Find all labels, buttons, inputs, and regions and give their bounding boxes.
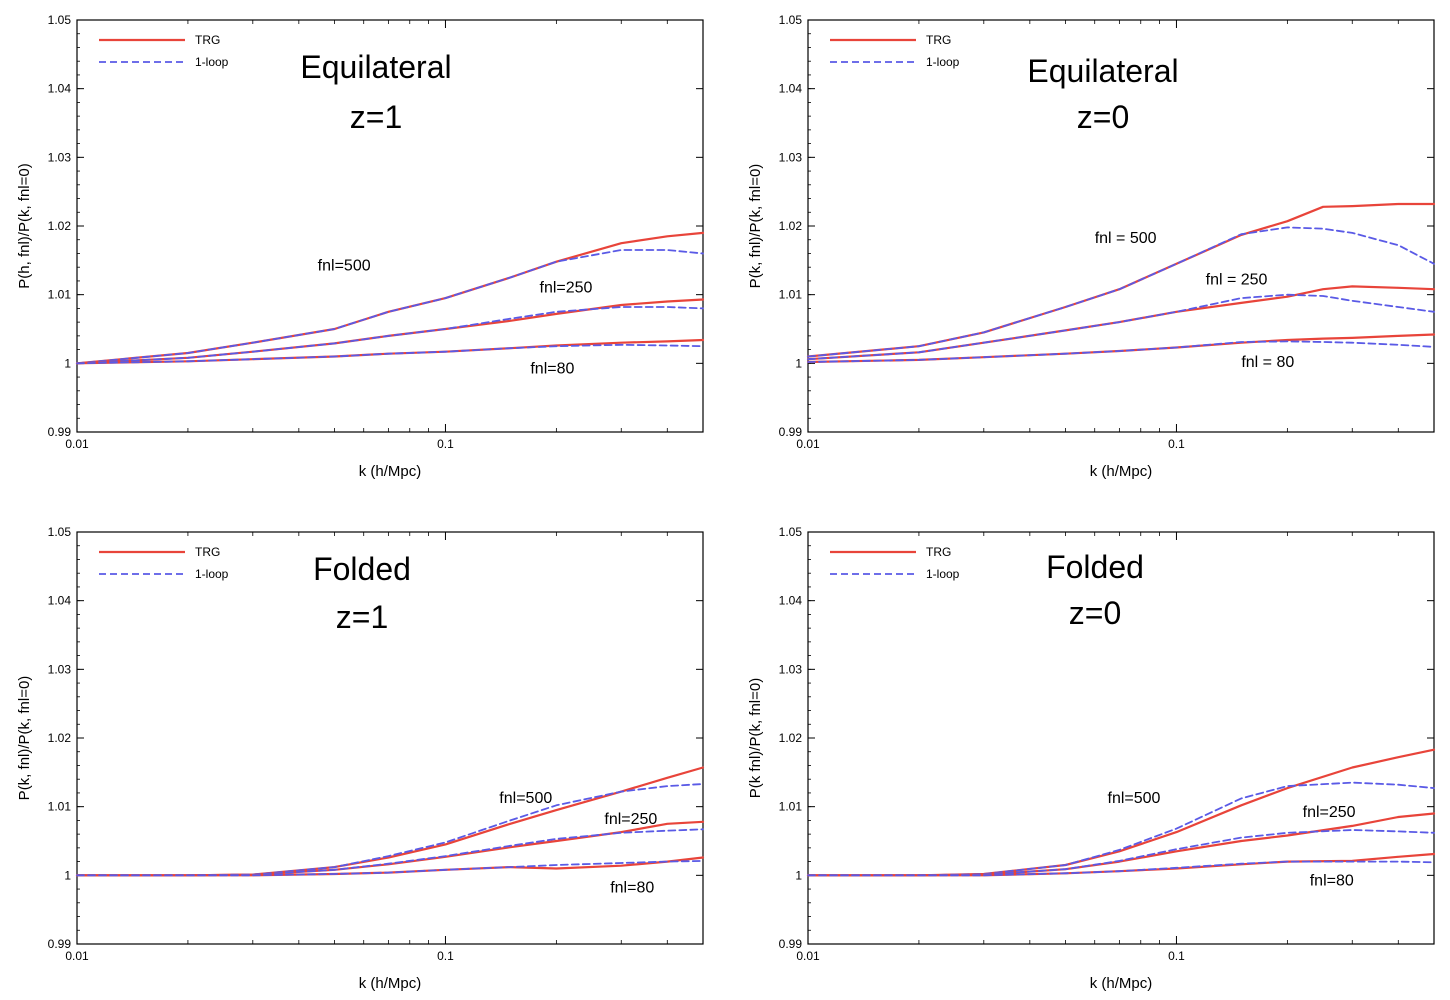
legend-label: TRG	[195, 33, 220, 47]
x-tick-label: 0.01	[796, 949, 820, 963]
chart-panel-bottom-left: 0.99 1 1.01 1.02 1.03 1.04 1.05 0.01 0.1 k (h/Mpc…	[16, 525, 705, 992]
plot-frame	[76, 531, 704, 945]
y-tick-label: 1.03	[48, 150, 72, 164]
y-axis-label: P(h, fnl)/P(k, fnl=0)	[16, 163, 33, 288]
x-tick-label: 0.01	[65, 949, 89, 963]
y-tick-label: 1.03	[779, 662, 803, 676]
y-tick-label: 1.04	[779, 594, 803, 608]
x-tick-label: 0.1	[1168, 437, 1185, 451]
x-tick-label: 0.01	[796, 437, 820, 451]
curve-label: fnl=500	[1108, 790, 1161, 807]
curve-label: fnl=250	[540, 280, 593, 297]
x-axis-label: k (h/Mpc)	[359, 975, 422, 992]
curve-label: fnl=80	[530, 361, 574, 378]
panel-title-line: Equilateral	[1027, 53, 1178, 89]
legend-label: TRG	[926, 33, 951, 47]
legend-label: TRG	[195, 545, 220, 559]
y-tick-label: 1.05	[779, 525, 803, 539]
legend-label: TRG	[926, 545, 951, 559]
panel-title-line: z=0	[1077, 99, 1129, 135]
series-line-one-loop	[807, 829, 1435, 877]
y-tick-label: 1.04	[779, 82, 803, 96]
series-line-one-loop	[807, 293, 1435, 361]
curve-label: fnl = 500	[1095, 230, 1157, 247]
legend-label: 1-loop	[926, 55, 960, 69]
x-axis-label: k (h/Mpc)	[1090, 463, 1153, 480]
y-tick-label: 1.02	[779, 219, 803, 233]
y-tick-label: 1	[795, 356, 802, 370]
series-line-one-loop	[76, 828, 704, 877]
x-tick-label: 0.1	[437, 437, 454, 451]
series-line-one-loop	[807, 226, 1435, 358]
x-tick-label: 0.01	[65, 437, 89, 451]
panel-title-line: Equilateral	[300, 49, 451, 85]
y-tick-label: 1.03	[779, 150, 803, 164]
y-tick-label: 1.01	[48, 800, 72, 814]
y-tick-label: 1	[64, 868, 71, 882]
curve-label: fnl = 80	[1241, 354, 1294, 371]
panel-title-line: z=1	[336, 599, 388, 635]
x-axis-label: k (h/Mpc)	[1090, 975, 1153, 992]
y-tick-label: 1.04	[48, 82, 72, 96]
panel-title-line: z=1	[350, 99, 402, 135]
y-tick-label: 1.02	[779, 731, 803, 745]
y-tick-label: 1.01	[779, 800, 803, 814]
chart-panel-bottom-right: 0.99 1 1.01 1.02 1.03 1.04 1.05 0.01 0.1 k (h/Mpc…	[747, 525, 1436, 992]
legend-label: 1-loop	[926, 567, 960, 581]
y-tick-label: 1.05	[48, 13, 72, 27]
series-line-one-loop	[76, 249, 704, 365]
y-tick-label: 1.05	[48, 525, 72, 539]
y-tick-label: 0.99	[48, 425, 72, 439]
y-tick-label: 1	[795, 868, 802, 882]
curve-label: fnl=80	[610, 880, 654, 897]
y-tick-label: 1.01	[48, 288, 72, 302]
series-line-trg	[806, 812, 1436, 877]
x-tick-label: 0.1	[437, 949, 454, 963]
y-tick-label: 0.99	[779, 425, 803, 439]
y-tick-label: 1	[64, 356, 71, 370]
x-tick-label: 0.1	[1168, 949, 1185, 963]
y-tick-label: 1.05	[779, 13, 803, 27]
series-line-one-loop	[76, 306, 704, 365]
y-tick-label: 0.99	[779, 937, 803, 951]
curve-label: fnl=500	[499, 790, 552, 807]
y-tick-label: 1.02	[48, 731, 72, 745]
series-line-one-loop	[807, 860, 1435, 877]
y-tick-label: 0.99	[48, 937, 72, 951]
chart-panel-top-left: 0.99 1 1.01 1.02 1.03 1.04 1.05 0.01 0.1 k (h/Mpc…	[16, 13, 705, 480]
curve-label: fnl=250	[604, 811, 657, 828]
panel-title-line: Folded	[1046, 549, 1144, 585]
y-axis-label: P(k, fnl)/P(k, fnl=0)	[747, 164, 764, 289]
y-tick-label: 1.03	[48, 662, 72, 676]
chart-panel-top-right: 0.99 1 1.01 1.02 1.03 1.04 1.05 0.01 0.1 k (h/Mpc…	[747, 13, 1436, 480]
series-line-one-loop	[76, 783, 704, 877]
curve-label: fnl = 250	[1206, 271, 1268, 288]
series-line-trg	[806, 202, 1436, 358]
series-line-one-loop	[76, 860, 704, 877]
y-tick-label: 1.04	[48, 594, 72, 608]
curve-label: fnl=80	[1310, 873, 1354, 890]
series-line-trg	[75, 338, 705, 365]
y-tick-label: 1.02	[48, 219, 72, 233]
curve-label: fnl=500	[318, 258, 371, 275]
legend-label: 1-loop	[195, 55, 229, 69]
curve-label: fnl=250	[1303, 804, 1356, 821]
y-axis-label: P(k fnl)/P(k, fnl=0)	[747, 678, 764, 798]
y-tick-label: 1.01	[779, 288, 803, 302]
series-line-one-loop	[807, 340, 1435, 363]
legend-label: 1-loop	[195, 567, 229, 581]
y-axis-label: P(k, fnl)/P(k, fnl=0)	[16, 676, 33, 801]
series-line-one-loop	[76, 343, 704, 365]
x-axis-label: k (h/Mpc)	[359, 463, 422, 480]
panel-title-line: z=0	[1069, 595, 1121, 631]
panel-title-line: Folded	[313, 551, 411, 587]
